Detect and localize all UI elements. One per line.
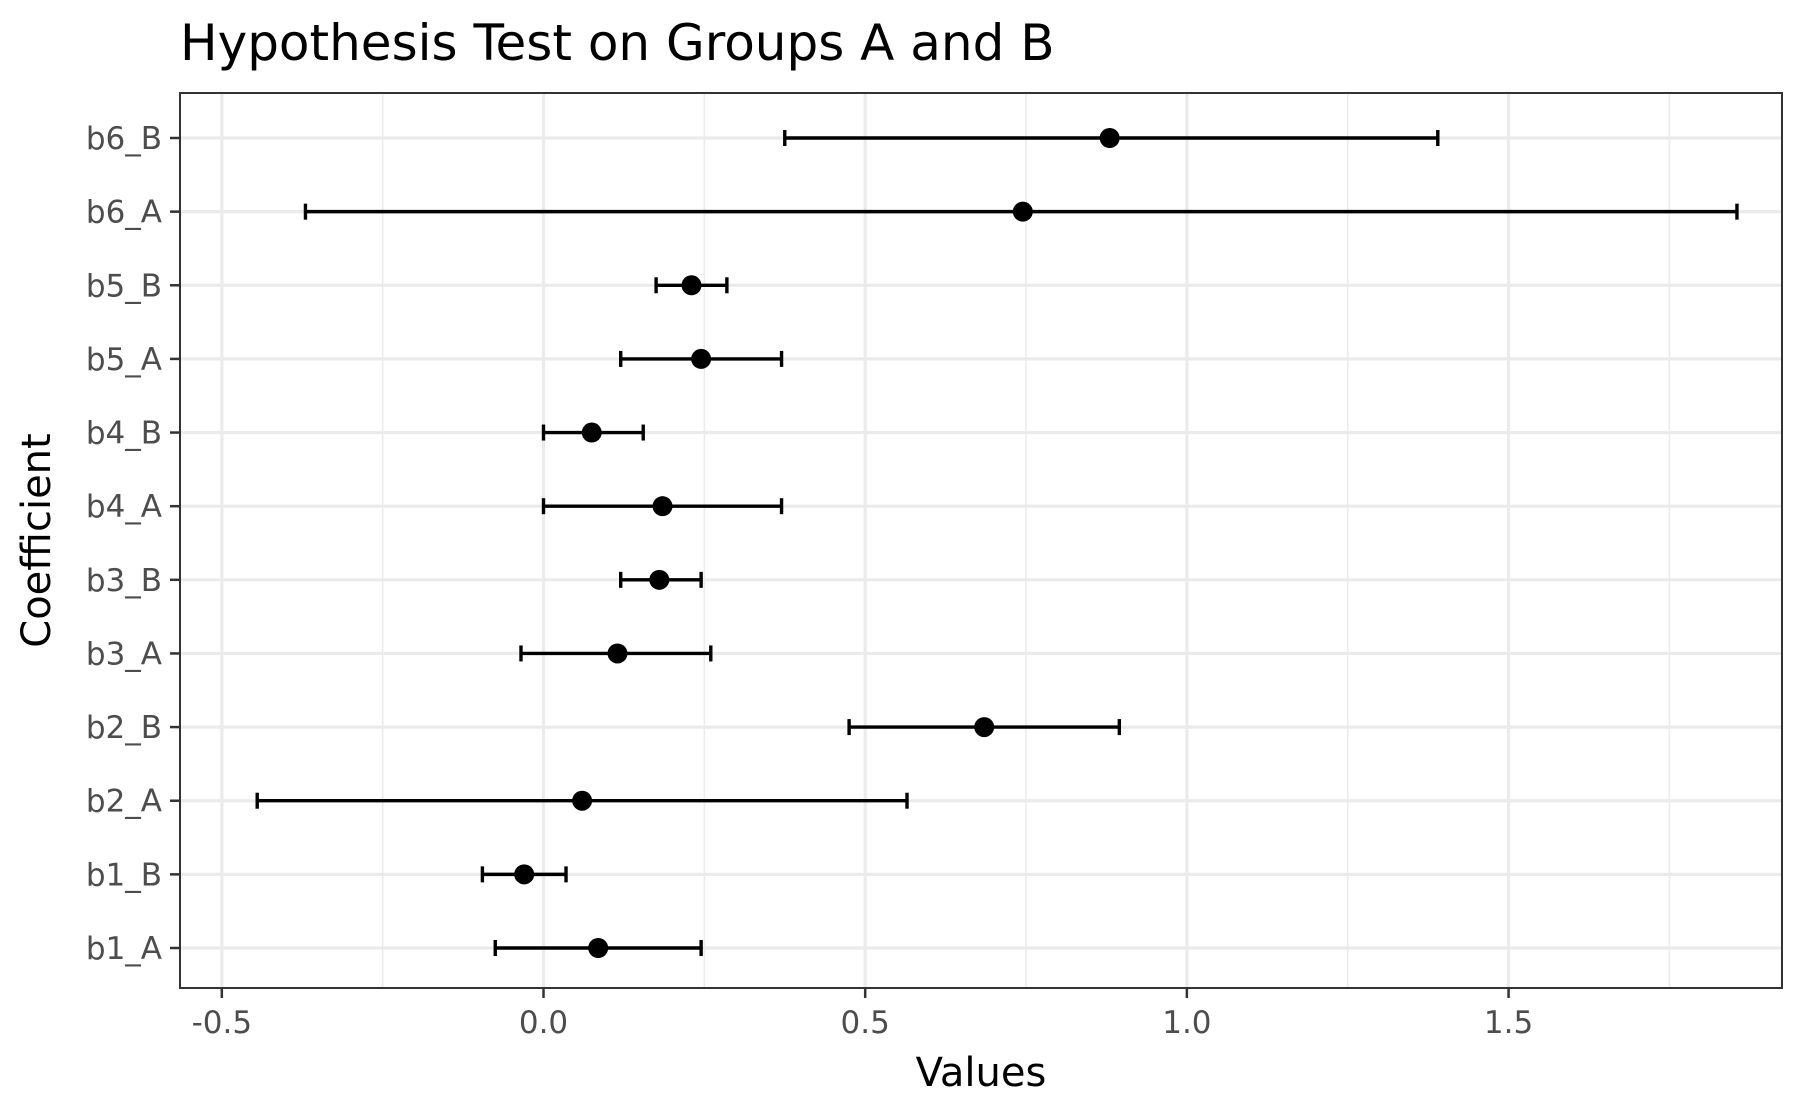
x-tick-label: 1.0 [1162,1005,1211,1041]
point-b3_B [649,569,670,590]
y-tick-label: b6_B [86,121,162,157]
point-b5_A [691,348,712,369]
point-b2_B [974,717,995,738]
panel-border [179,92,1783,989]
y-tick-label: b6_A [86,195,162,231]
x-tick-label: 0.5 [841,1005,890,1041]
y-tick-label: b3_A [86,636,162,672]
point-b6_B [1099,128,1120,148]
point-b6_A [1012,201,1033,222]
x-tick-label: 0.0 [519,1005,568,1041]
y-tick-label: b4_B [86,416,162,452]
tick-layer: -0.5 0.0 0.5 1.0 1.5 b1_A b1_B b2_A b2_B b3_A b3_B… [86,121,1533,1041]
y-tick-label: b3_B [86,563,162,599]
x-axis-title: Values [916,1050,1047,1096]
y-axis-title: Coefficient [14,433,60,647]
chart-title: Hypothesis Test on Groups A and B [180,14,1055,72]
point-b5_B [681,275,702,296]
grid-layer [180,93,1782,988]
y-tick-label: b2_B [86,710,162,746]
y-tick-label: b2_A [86,784,162,820]
y-tick-label: b1_A [86,931,162,967]
y-tick-label: b4_A [86,489,162,525]
x-tick-label: 1.5 [1484,1005,1533,1041]
y-tick-label: b5_A [86,342,162,378]
y-tick-label: b5_B [86,268,162,304]
point-b2_A [572,790,593,811]
point-b4_B [581,422,602,443]
x-tick-label: -0.5 [192,1005,253,1041]
point-b4_A [652,496,673,517]
point-b1_B [514,864,535,885]
y-tick-label: b1_B [86,857,162,893]
point-b1_A [588,938,609,958]
point-b3_A [607,643,628,664]
mark-layer [255,128,1739,958]
